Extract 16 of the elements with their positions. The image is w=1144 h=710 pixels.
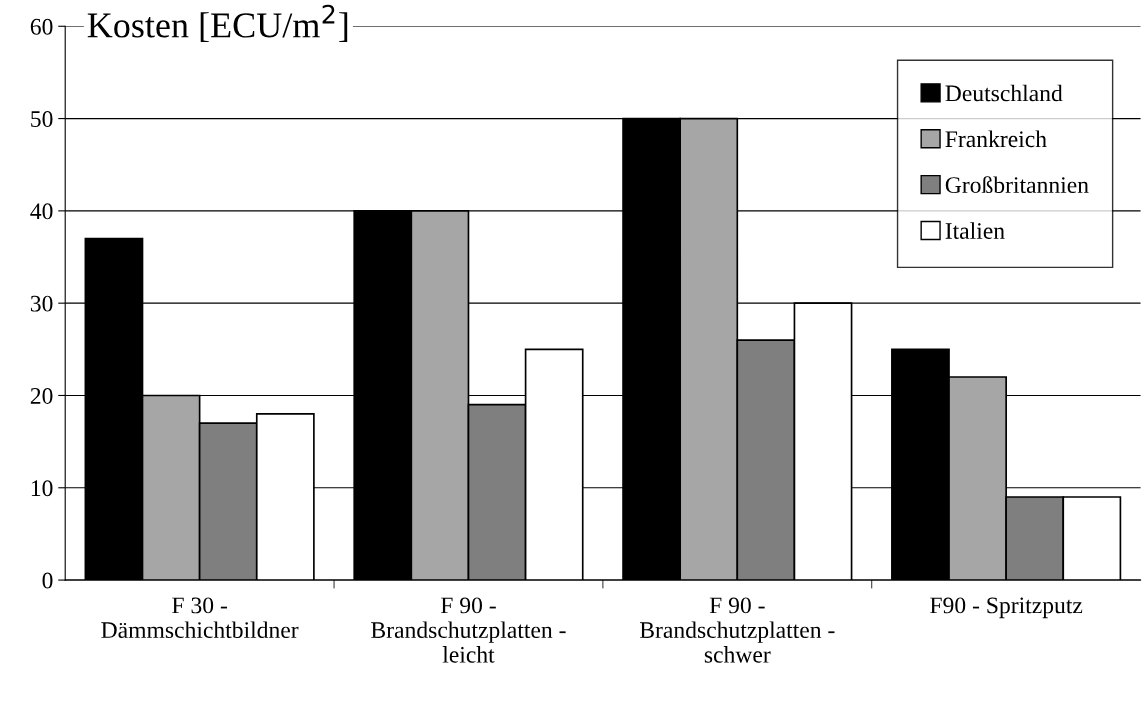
y-tick-label: 60	[30, 18, 53, 35]
y-tick-label: 50	[31, 111, 53, 127]
y-tick-label: 0	[42, 572, 53, 589]
legend-label: Italien	[945, 222, 1005, 239]
legend-label: Deutschland	[945, 84, 1063, 102]
chart-title: Kosten [ECU/m$^{2}$]	[87, 4, 348, 43]
x-tick-label: F 90 - Brandschutzplatten - schwer	[639, 597, 835, 663]
y-tick-label: 20	[30, 387, 53, 404]
legend-label: Großbritannien	[945, 176, 1089, 194]
y-tick-label: 40	[30, 203, 53, 220]
y-tick-label: 10	[31, 480, 53, 497]
x-tick-label: F90 - Spritzputz	[930, 597, 1083, 619]
legend-label: Frankreich	[945, 130, 1047, 148]
x-tick-label: F 30 - Dämmschichtbildner	[101, 597, 299, 639]
x-tick-label: F 90 - Brandschutzplatten - leicht	[371, 597, 566, 663]
y-tick-label: 30	[30, 295, 53, 312]
